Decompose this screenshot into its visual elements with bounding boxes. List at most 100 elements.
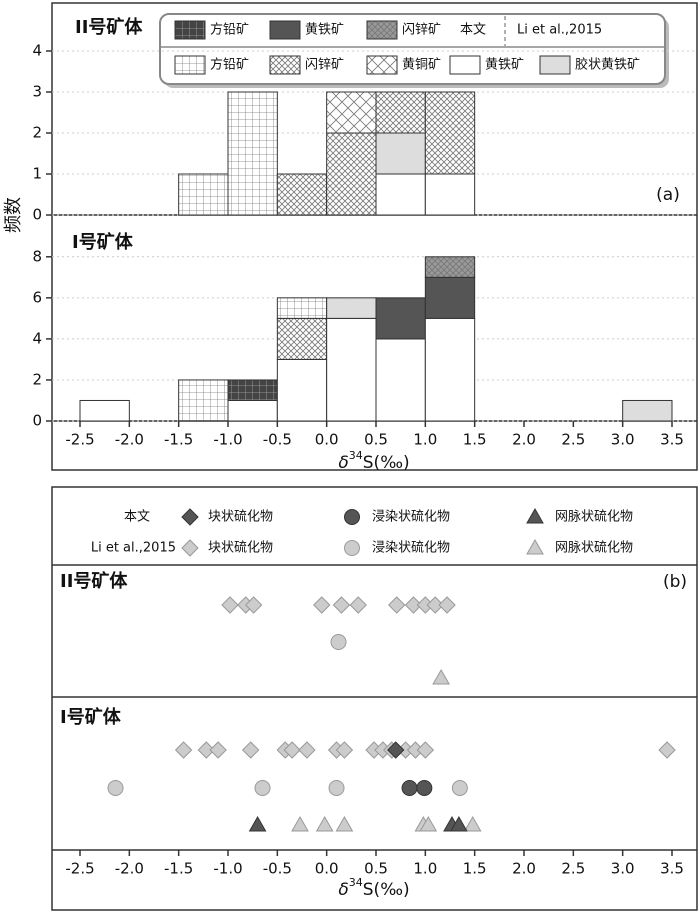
x-tick-label: 3.0 [611,431,635,449]
x-tick-label: -1.0 [213,431,242,449]
point [221,596,239,614]
legend-label: 浸染状硫化物 [372,541,450,556]
x-axis-title: δ34S(‰) [338,449,409,473]
x-tick-label: -2.0 [115,431,144,449]
bar [622,399,673,422]
x-tick-label: 1.0 [413,860,437,878]
y-tick-label: 6 [32,288,42,306]
x-tick-label: 2.0 [512,860,536,878]
y-tick-label: 2 [32,370,42,388]
bar [227,379,278,401]
legend-swatch [539,55,571,75]
legend-label: 胶状黄铁矿 [575,57,640,73]
legend-label: 网脉状硫化物 [555,510,633,525]
x-tick-label: 0.5 [364,860,388,878]
bar [227,399,278,422]
bar [326,317,377,422]
point [451,780,468,796]
legend-label: 块状硫化物 [208,510,273,525]
point [330,634,347,650]
bar [375,132,426,175]
x-tick-label: 2.0 [512,431,536,449]
point [426,596,444,614]
x-tick-label: 0.5 [364,431,388,449]
bar [375,91,426,134]
point [174,741,193,759]
legend-marker [526,538,544,555]
legend-marker [181,508,199,526]
bar [375,297,426,340]
point [291,815,309,832]
legend-label: 网脉状硫化物 [555,541,633,556]
x-tick-label: 1.0 [413,431,437,449]
point [248,815,267,832]
point [401,780,418,796]
x-tick-label: 1.5 [463,860,487,878]
x-tick-label: -2.5 [65,431,94,449]
bar [178,173,229,216]
legend-source: 本文 [124,510,150,525]
panel-label: (a) [656,185,680,205]
y-tick-label: 2 [32,124,42,142]
bar [424,317,476,422]
legend-label: 闪锌矿 [305,58,344,73]
x-tick-label: 3.0 [611,860,635,878]
point [349,596,367,614]
x-tick-label: 2.5 [561,431,585,449]
point [209,741,227,759]
x-tick-label: -1.5 [164,431,193,449]
legend-swatch [269,20,301,40]
bar [276,297,328,319]
legend-label: 黄铁矿 [485,58,524,73]
legend-swatch [174,55,206,75]
legend-source: Li et al.,2015 [517,23,602,38]
x-tick-label: 3.5 [660,431,684,449]
legend-label: 浸染状硫化物 [372,510,450,525]
point [335,741,354,759]
point [388,596,406,614]
legend-swatch [269,55,301,75]
legend-swatch [366,55,398,75]
panel-title: I号矿体 [72,231,134,253]
panel-title: I号矿体 [60,706,122,728]
bar [424,276,476,319]
panel-a-frame [51,2,698,471]
panel-title: II号矿体 [60,570,128,592]
y-tick-label: 8 [32,247,42,265]
x-tick-label: 0.0 [315,431,339,449]
legend-swatch [174,20,206,40]
point [315,815,334,832]
legend-source: Li et al.,2015 [91,541,176,556]
legend-label: 闪锌矿 [402,23,441,38]
point [254,780,271,796]
legend-label: 方铅矿 [210,57,249,73]
point [298,741,316,759]
y-tick-label: 4 [32,42,42,60]
x-tick-label: 1.5 [463,431,487,449]
legend-swatch [366,20,398,40]
point [419,815,438,832]
unit: S(‰) [363,880,410,900]
bar [375,173,426,216]
legend-marker [526,507,544,524]
y-tick-label: 3 [32,83,42,101]
legend-marker [344,540,360,556]
x-tick-label: -0.5 [263,431,292,449]
point [241,741,260,759]
legend-source: 本文 [460,23,486,38]
bar [79,399,130,422]
point [244,596,263,614]
x-axis-title: δ34S(‰) [338,876,409,900]
legend-label: 块状硫化物 [208,541,273,556]
point [658,741,676,759]
legend-label: 黄铜矿 [402,58,441,73]
bar [326,132,377,216]
x-tick-label: -1.0 [213,860,242,878]
bar [375,338,426,422]
superscript: 34 [349,876,363,889]
point [283,741,301,759]
point [416,741,435,759]
bar [326,297,377,319]
point [335,815,354,832]
